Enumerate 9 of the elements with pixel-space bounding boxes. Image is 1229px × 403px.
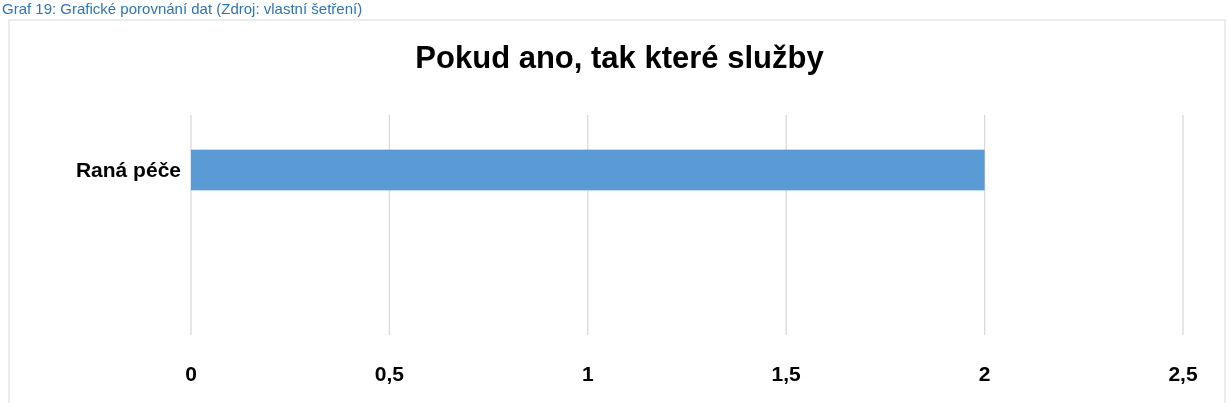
x-tick-label: 0,5 <box>374 362 405 385</box>
x-tick-label: 2,5 <box>1168 362 1198 385</box>
x-tick-label: 2 <box>978 362 991 385</box>
y-tick-label: Raná péče <box>75 158 181 181</box>
chart-title: Pokud ano, tak které služby <box>415 40 825 75</box>
x-tick-label: 1 <box>581 362 594 385</box>
x-tick-label: 1,5 <box>771 362 802 385</box>
x-tick-label: 0 <box>185 362 197 385</box>
text: Graf 19: Grafické porovnání dat (Zdroj: vlastní šetření) <box>2 0 363 17</box>
